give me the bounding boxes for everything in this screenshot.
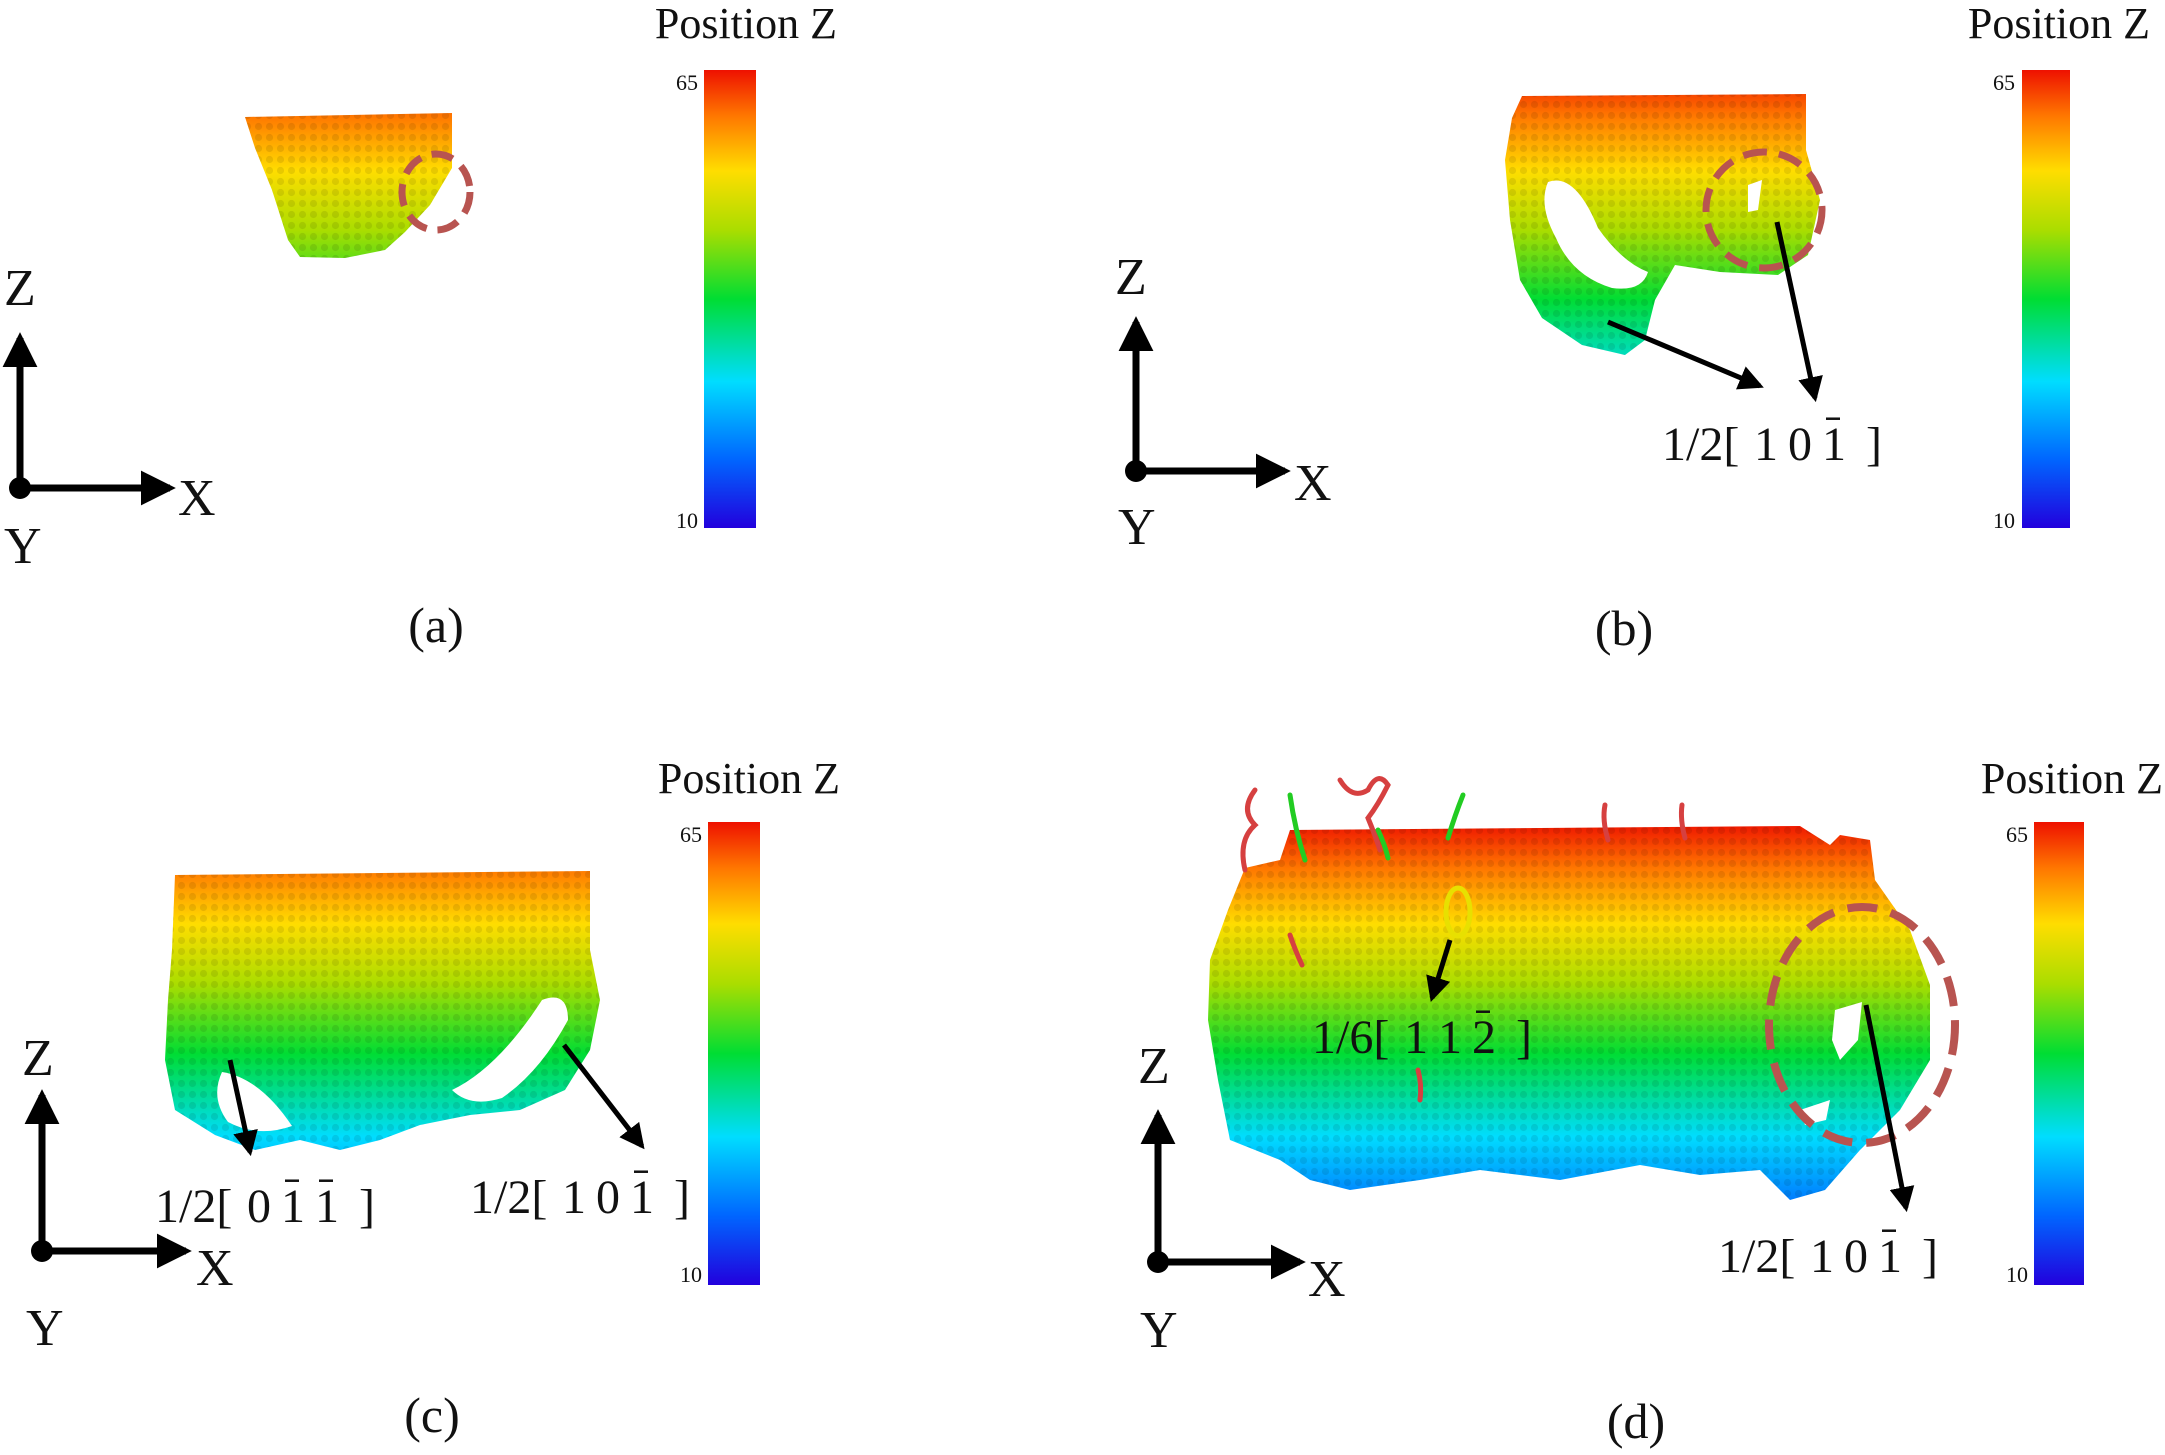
miller-index: 1 — [1822, 418, 1846, 471]
panel-caption: (b) — [1595, 600, 1653, 656]
y-axis-label: Y — [4, 518, 42, 575]
colorbar-title: Position Z — [1981, 754, 2163, 803]
colorbar: Position Z 65 10 — [658, 754, 840, 1287]
panel-a: Z X Y Position Z 65 10 (a) — [2, 0, 837, 653]
panel-b: 1/2[1 0 1] Z X Y Position Z 65 10 (b) — [1115, 0, 2150, 656]
burgers-vector-label: 1/2[ 0 1 1] — [155, 1179, 375, 1233]
burgers-vector-label: 1/2[ 1 0 1] — [470, 1170, 690, 1224]
burgers-vector-arrows — [227, 1043, 645, 1157]
miller-index: 1 — [1438, 1011, 1462, 1064]
panel-d: 1/6[1 1 2] 1/2[1 0 1] Z X Y Position Z 65 10… — [1138, 754, 2163, 1449]
miller-suffix: ] — [674, 1171, 690, 1224]
x-axis-label: X — [1308, 1251, 1346, 1308]
miller-index: 1 — [1810, 1230, 1834, 1283]
axis-triad: Z X Y — [1115, 249, 1332, 556]
z-axis-label: Z — [1115, 249, 1147, 306]
colorbar-max-label: 65 — [1993, 70, 2015, 95]
miller-index: 0 — [1844, 1230, 1868, 1283]
axis-triad: Z X Y — [1138, 1038, 1346, 1359]
colorbar-title: Position Z — [658, 754, 840, 803]
x-axis-label: X — [1294, 455, 1332, 512]
x-axis-label: X — [178, 470, 216, 527]
miller-prefix: 1/2[ — [1662, 418, 1739, 471]
miller-index: 0 — [596, 1171, 620, 1224]
axis-triad: Z X Y — [22, 1030, 234, 1357]
burgers-vector-arrows — [1607, 221, 1823, 403]
z-axis-label: Z — [22, 1030, 54, 1087]
x-axis-label: X — [196, 1240, 234, 1297]
dashed-circle-marker — [1702, 148, 1826, 272]
colorbar-min-label: 10 — [680, 1262, 702, 1287]
panel-c: 1/2[0 1 1] 1/2[1 0 1] Z X Y Position Z 65 10… — [22, 754, 840, 1443]
dislocation-loop-cloud — [165, 871, 600, 1150]
dislocation-loop-cloud — [245, 113, 452, 258]
miller-suffix: ] — [1866, 418, 1882, 471]
z-axis-label: Z — [4, 260, 36, 317]
colorbar-max-label: 65 — [676, 70, 698, 95]
small-loop-marker — [1443, 885, 1473, 939]
colorbar-max-label: 65 — [680, 822, 702, 847]
colorbar: Position Z 65 10 — [1981, 754, 2163, 1287]
axis-triad: Z X Y — [2, 260, 216, 575]
miller-index: 1 — [562, 1171, 586, 1224]
miller-index: 1 — [1754, 418, 1778, 471]
miller-suffix: ] — [1516, 1011, 1532, 1064]
miller-prefix: 1/2[ — [470, 1171, 547, 1224]
burgers-vector-label: 1/2[ 1 0 1] — [1718, 1229, 1938, 1283]
colorbar-min-label: 10 — [676, 508, 698, 533]
y-axis-label: Y — [1118, 499, 1156, 556]
miller-index: 1 — [1878, 1230, 1902, 1283]
miller-suffix: ] — [359, 1180, 375, 1233]
colorbar: Position Z 65 10 — [1968, 0, 2150, 533]
colorbar: Position Z 65 10 — [655, 0, 837, 533]
colorbar-min-label: 10 — [1993, 508, 2015, 533]
dashed-circle-marker — [1765, 903, 1959, 1147]
panel-caption: (a) — [408, 597, 464, 653]
z-axis-label: Z — [1138, 1038, 1170, 1095]
burgers-vector-label: 1/2[ 1 0 1] — [1662, 417, 1882, 471]
miller-index: 1 — [315, 1180, 339, 1233]
dashed-circle-marker — [398, 150, 474, 234]
miller-prefix: 1/6[ — [1312, 1011, 1389, 1064]
miller-index: 0 — [247, 1180, 271, 1233]
miller-suffix: ] — [1922, 1230, 1938, 1283]
dislocation-loop-cloud — [1505, 94, 1820, 355]
colorbar-min-label: 10 — [2006, 1262, 2028, 1287]
y-axis-label: Y — [1140, 1302, 1178, 1359]
colorbar-max-label: 65 — [2006, 822, 2028, 847]
miller-index: 1 — [1404, 1011, 1428, 1064]
colorbar-title: Position Z — [1968, 0, 2150, 48]
panel-caption: (c) — [404, 1387, 460, 1443]
miller-index: 1 — [281, 1180, 305, 1233]
dislocation-line-segments — [1240, 776, 1688, 1103]
miller-prefix: 1/2[ — [1718, 1230, 1795, 1283]
colorbar-title: Position Z — [655, 0, 837, 48]
panel-caption: (d) — [1607, 1393, 1665, 1449]
burgers-vector-label: 1/6[ 1 1 2] — [1312, 1010, 1532, 1064]
miller-index: 1 — [630, 1171, 654, 1224]
miller-index: 2 — [1472, 1011, 1496, 1064]
burgers-vector-arrows — [1426, 939, 1915, 1213]
dislocation-loop-cloud — [1208, 826, 1930, 1200]
y-axis-label: Y — [26, 1300, 64, 1357]
miller-index: 0 — [1788, 418, 1812, 471]
miller-prefix: 1/2[ — [155, 1180, 232, 1233]
